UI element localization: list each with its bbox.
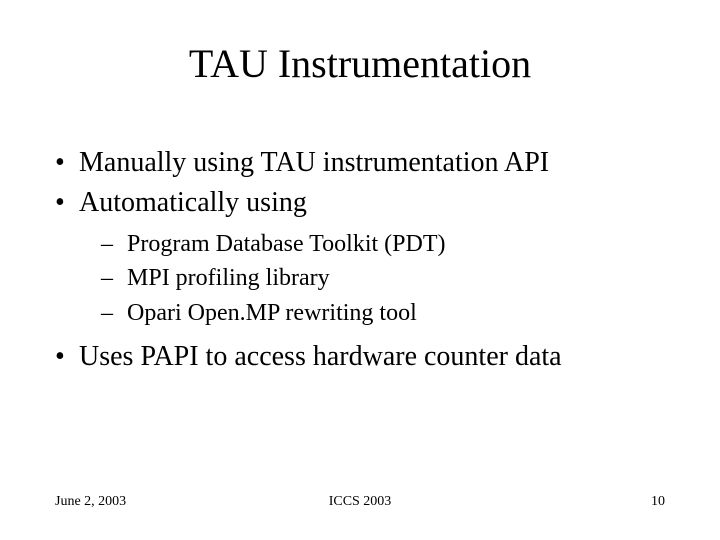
sub-bullet-item: MPI profiling library (79, 262, 675, 294)
footer-page-number: 10 (651, 494, 665, 510)
sub-bullet-list: Program Database Toolkit (PDT) MPI profi… (79, 228, 675, 329)
bullet-text: Manually using TAU instrumentation API (79, 147, 549, 178)
bullet-list: Manually using TAU instrumentation API A… (55, 145, 675, 375)
slide-title: TAU Instrumentation (0, 40, 720, 87)
bullet-item: Manually using TAU instrumentation API (55, 145, 675, 181)
sub-bullet-text: MPI profiling library (127, 265, 330, 291)
bullet-item: Automatically using Program Database Too… (55, 185, 675, 329)
bullet-text: Uses PAPI to access hardware counter dat… (79, 341, 562, 372)
sub-bullet-text: Opari Open.MP rewriting tool (127, 300, 417, 326)
slide-body: Manually using TAU instrumentation API A… (55, 145, 675, 379)
bullet-text: Automatically using (79, 187, 307, 218)
sub-bullet-item: Opari Open.MP rewriting tool (79, 297, 675, 329)
sub-bullet-item: Program Database Toolkit (PDT) (79, 228, 675, 260)
slide-footer: June 2, 2003 ICCS 2003 10 (55, 494, 665, 510)
slide: TAU Instrumentation Manually using TAU i… (0, 0, 720, 540)
sub-bullet-text: Program Database Toolkit (PDT) (127, 231, 445, 257)
footer-date: June 2, 2003 (55, 494, 126, 510)
bullet-item: Uses PAPI to access hardware counter dat… (55, 339, 675, 375)
footer-venue: ICCS 2003 (55, 494, 665, 510)
